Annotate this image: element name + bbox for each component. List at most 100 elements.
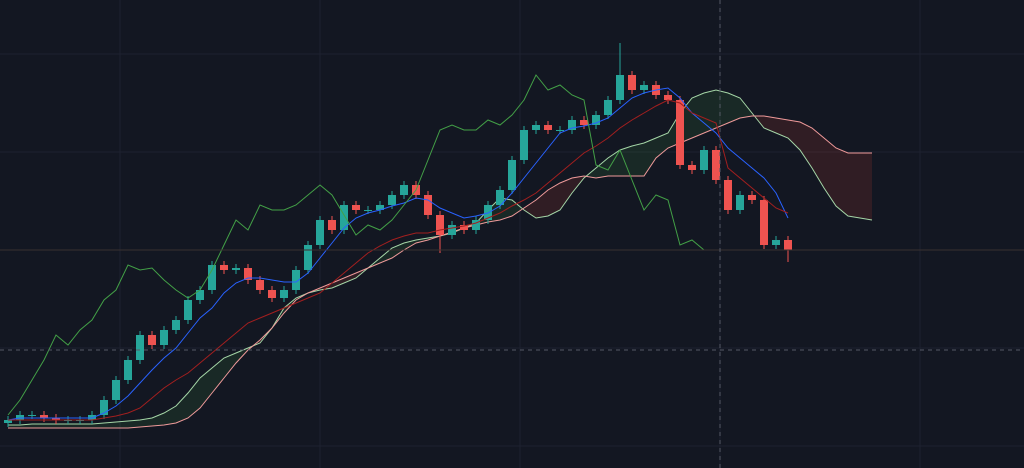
candle-body [520, 130, 528, 160]
cloud-segment [164, 406, 176, 425]
cloud-segment [656, 133, 668, 158]
candle-body [568, 120, 576, 130]
indicator-line [7, 87, 789, 421]
candle-body [280, 290, 288, 298]
candle-body [256, 280, 264, 290]
cloud-segment [560, 178, 572, 210]
candle-body [52, 418, 60, 420]
candle-body [448, 225, 456, 235]
candle-body [592, 115, 600, 125]
candle-body [124, 360, 132, 380]
candle-body [436, 215, 444, 235]
indicator-line [7, 74, 705, 416]
cloud-segment [32, 424, 44, 428]
candle-body [100, 400, 108, 415]
cloud-segment [200, 368, 212, 408]
candle-body [664, 95, 672, 100]
candle-body [424, 195, 432, 215]
candle-body [136, 335, 144, 360]
cloud-segment [224, 353, 236, 378]
candle-body [112, 380, 120, 400]
cloud-segment [116, 421, 128, 428]
candle-body [268, 290, 276, 298]
cloud-segment [68, 424, 80, 428]
candle-body [328, 220, 336, 230]
candle-body [352, 205, 360, 210]
cloud-segment [728, 93, 740, 123]
candle-body [724, 180, 732, 210]
cloud-segment [740, 98, 752, 118]
candle-body [772, 240, 780, 245]
candle-body [628, 75, 636, 90]
cloud-segment [644, 138, 656, 176]
cloud-segment [80, 424, 92, 428]
candle-body [556, 130, 564, 131]
candle-body [508, 160, 516, 190]
candle-body [376, 205, 384, 210]
candle-body [688, 165, 696, 170]
candle-body [460, 225, 468, 230]
cloud-segment [776, 118, 788, 138]
candle-body [184, 300, 192, 320]
candle-body [784, 240, 792, 250]
cloud-segment [860, 153, 872, 220]
cloud-segment [8, 425, 20, 428]
candle-body [4, 420, 12, 423]
candle-body [316, 220, 324, 245]
candle-body [364, 210, 372, 211]
candle-body [736, 195, 744, 210]
cloud-segment [128, 420, 140, 428]
cloud-segment [716, 90, 728, 128]
cloud-segment [800, 122, 812, 168]
cloud-segment [524, 200, 536, 218]
cloud-segment [176, 393, 188, 423]
candle-body [304, 245, 312, 270]
cloud-segment [848, 153, 860, 218]
candle-body [292, 270, 300, 290]
cloud-segment [824, 138, 836, 206]
candle-body [616, 75, 624, 100]
cloud-segment [44, 424, 56, 428]
cloud-segment [536, 190, 548, 218]
cloud-segment [152, 413, 164, 426]
cloud-segment [632, 143, 644, 176]
candle-body [220, 265, 228, 270]
candle-body [496, 190, 504, 205]
cloud-segment [548, 183, 560, 216]
candle-body [640, 85, 648, 90]
cloud-segment [56, 424, 68, 428]
candle-body [208, 265, 216, 290]
cloud-segment [140, 418, 152, 427]
indicator-line [8, 99, 789, 421]
candle-body [340, 205, 348, 230]
cloud-segment [332, 278, 344, 288]
candle-body [148, 335, 156, 345]
candle-body [388, 195, 396, 205]
candle-body [532, 125, 540, 130]
candle-body [472, 220, 480, 230]
candle-body [760, 200, 768, 245]
candle-body [676, 100, 684, 165]
cloud-segment [620, 146, 632, 176]
cloud-segment [788, 120, 800, 150]
candle-body [28, 415, 36, 416]
candle-body [580, 120, 588, 125]
candle-body [700, 150, 708, 170]
candle-body [172, 320, 180, 330]
cloud-segment [704, 90, 716, 133]
candle-body [160, 330, 168, 345]
cloud-segment [188, 378, 200, 418]
candle-body [748, 195, 756, 200]
cloud-segment [344, 273, 356, 283]
cloud-segment [836, 148, 848, 216]
plot-area [4, 43, 873, 429]
candle-body [244, 268, 252, 280]
candle-body [232, 268, 240, 270]
cloud-segment [212, 358, 224, 393]
cloud-segment [104, 422, 116, 428]
candle-body [196, 290, 204, 300]
candle-body [712, 150, 720, 180]
candle-body [400, 185, 408, 195]
